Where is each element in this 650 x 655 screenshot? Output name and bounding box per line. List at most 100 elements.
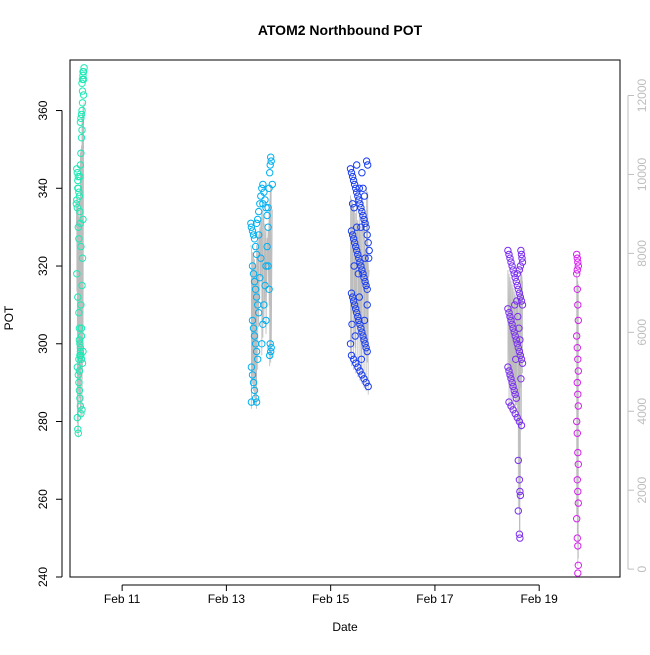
data-point-s4-27 — [515, 347, 524, 356]
data-point-s4-4 — [507, 258, 515, 266]
y-axis-left: 240 260 280 300 320 340 360 — [36, 100, 63, 587]
y-tick-label-7: 360 — [36, 100, 50, 120]
data-point-s1-20 — [77, 355, 86, 363]
data-point-s3-39 — [354, 312, 362, 321]
y2-tick-label-4: 6000 — [635, 319, 649, 346]
data-point-s2-8 — [248, 262, 257, 270]
data-point-s3-30 — [361, 277, 369, 286]
data-point-s5-11 — [574, 355, 582, 363]
data-point-s5-13 — [573, 378, 581, 387]
data-point-s2-58 — [264, 262, 272, 270]
data-point-s3-4 — [349, 176, 358, 185]
data-point-s2-12 — [252, 293, 261, 301]
data-point-s2-5 — [250, 235, 259, 243]
data-point-s3-78 — [361, 254, 369, 262]
data-point-s3-7 — [353, 188, 361, 196]
data-point-s2-9 — [249, 270, 258, 278]
data-point-s3-55 — [360, 375, 368, 383]
data-point-s4-44 — [513, 413, 521, 422]
data-point-s5-4 — [574, 262, 582, 270]
data-point-s3-40 — [355, 316, 363, 325]
data-point-s2-20 — [254, 355, 262, 363]
data-point-s3-12 — [358, 207, 366, 216]
data-point-s4-66 — [511, 301, 519, 309]
data-point-s3-46 — [361, 340, 369, 348]
data-point-s2-16 — [249, 324, 258, 332]
data-point-s2-40 — [266, 169, 274, 177]
data-point-s2-59 — [265, 285, 273, 293]
data-point-s3-14 — [360, 215, 368, 224]
data-point-s4-20 — [508, 320, 516, 328]
y2-tick-label-5: 8000 — [635, 240, 649, 267]
data-point-s2-52 — [267, 344, 275, 352]
data-point-s1-14 — [74, 293, 82, 301]
y-tick-label-4: 300 — [36, 333, 50, 353]
y-axis-right: 0 2000 4000 6000 8000 10000 12000 — [627, 79, 649, 572]
data-point-s1-50 — [80, 64, 88, 72]
data-point-s4-29 — [517, 355, 526, 363]
data-point-s4-57 — [518, 258, 527, 266]
data-point-s3-33 — [347, 289, 356, 297]
data-point-s3-23 — [354, 250, 362, 259]
data-point-s4-23 — [511, 332, 519, 340]
data-point-s4-30 — [518, 359, 527, 367]
data-point-s1-10 — [76, 207, 84, 216]
data-point-s3-25 — [356, 258, 364, 266]
data-point-s1-59 — [75, 235, 83, 243]
data-point-s2-46 — [262, 262, 270, 270]
data-point-s1-41 — [77, 114, 85, 123]
data-point-s1-43 — [78, 106, 86, 115]
x-tick-label-4: Feb 17 — [416, 592, 454, 606]
data-point-s1-13 — [73, 270, 81, 278]
data-point-s4-65 — [512, 355, 520, 363]
data-point-s1-25 — [76, 394, 84, 402]
data-point-s2-53 — [267, 347, 275, 356]
data-point-s1-48 — [79, 71, 87, 80]
data-point-s4-55 — [517, 250, 526, 259]
data-point-s4-2 — [505, 250, 513, 259]
data-point-s2-44 — [264, 223, 272, 231]
y-tick-label-5: 320 — [36, 256, 50, 276]
data-point-s2-50 — [258, 340, 266, 348]
data-point-s1-32 — [78, 281, 86, 290]
data-point-s3-50 — [349, 355, 358, 363]
x-tick-label-3: Feb 15 — [312, 592, 350, 606]
data-point-s4-3 — [506, 254, 514, 262]
data-point-s2-41 — [266, 161, 274, 169]
x-tick-label-1: Feb 11 — [104, 592, 141, 606]
data-point-s4-41 — [507, 402, 515, 410]
data-point-s3-31 — [362, 281, 370, 290]
data-point-s3-64 — [365, 246, 373, 255]
data-point-s3-56 — [362, 378, 370, 387]
data-point-s1-37 — [77, 149, 85, 158]
data-point-s2-11 — [251, 285, 260, 293]
data-point-s2-3 — [248, 227, 257, 235]
data-point-s2-24 — [250, 386, 259, 395]
data-point-s4-61 — [513, 297, 521, 305]
y-tick-label-2: 260 — [36, 489, 50, 509]
data-point-s1-29 — [74, 425, 82, 433]
data-point-s5-15 — [574, 402, 582, 410]
data-point-s3-1 — [346, 165, 355, 173]
data-point-s4-16 — [504, 305, 512, 313]
data-point-s2-6 — [251, 242, 260, 251]
data-point-s1-8 — [73, 204, 82, 212]
data-point-s1-28 — [73, 413, 82, 422]
data-point-s3-16 — [362, 223, 370, 231]
data-point-s2-28 — [254, 215, 262, 224]
data-point-s3-22 — [353, 246, 361, 255]
data-point-s4-60 — [513, 270, 521, 278]
data-point-s1-30 — [74, 429, 83, 437]
data-point-s3-51 — [352, 359, 360, 367]
data-point-s4-46 — [517, 421, 526, 430]
data-point-s2-48 — [260, 301, 268, 309]
data-point-s4-8 — [511, 274, 519, 282]
data-point-s4-56 — [518, 254, 526, 262]
data-point-s4-7 — [510, 270, 518, 278]
data-point-s3-18 — [348, 231, 357, 239]
data-point-s2-23 — [249, 378, 258, 387]
data-point-s3-79 — [348, 320, 356, 328]
data-point-s1-45 — [79, 91, 88, 99]
data-point-s5-27 — [574, 569, 582, 577]
